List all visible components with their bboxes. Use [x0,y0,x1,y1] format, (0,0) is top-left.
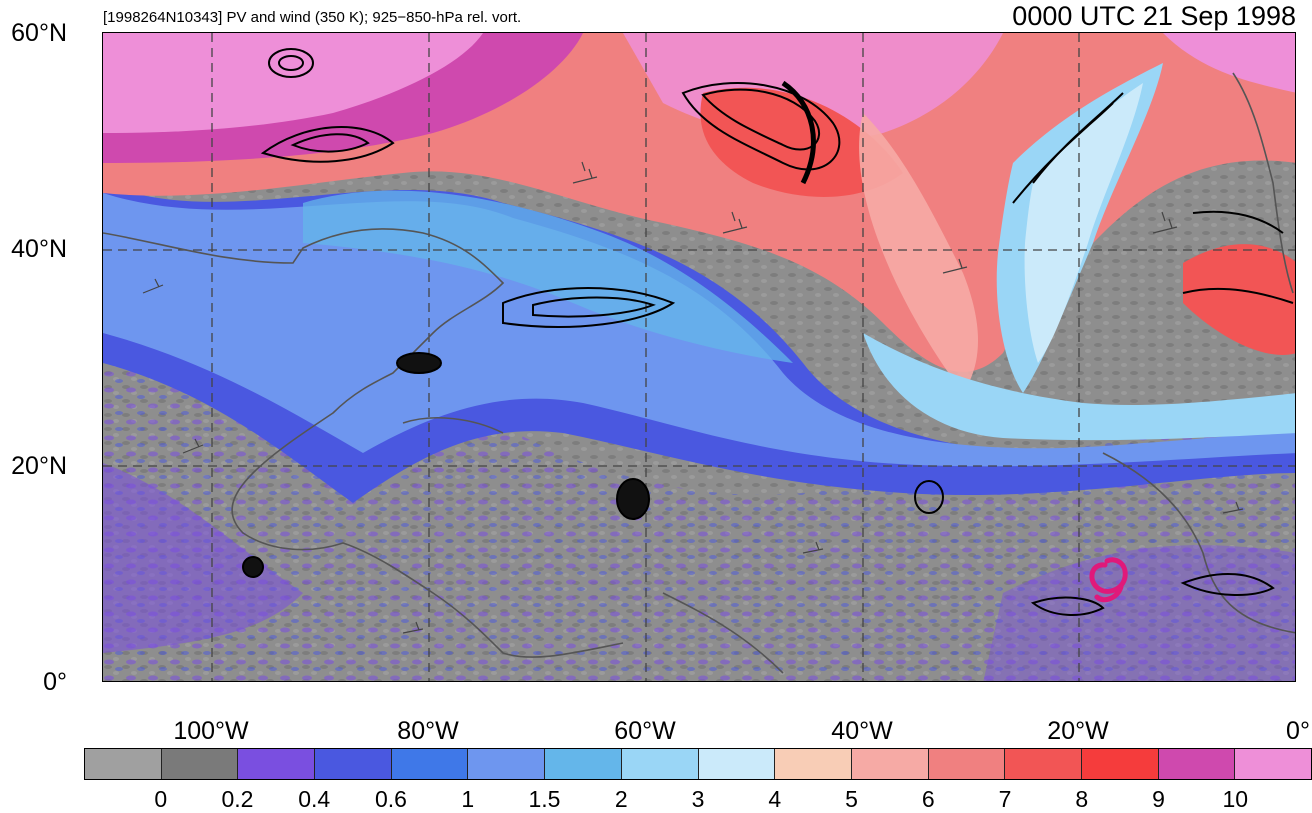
pv-band-purple-se [983,545,1295,681]
colorbar-cell [698,749,776,779]
colorbar-cell [1081,749,1159,779]
wind-barb [802,541,824,554]
wind-barb [1222,501,1244,514]
plot-title-right: 0000 UTC 21 Sep 1998 [1012,1,1296,31]
colorbar-cell [161,749,239,779]
coastline-south-america [662,592,784,674]
colorbar-tick-label: 5 [845,786,858,812]
colorbar-tick-label: 1 [461,786,475,812]
colorbar-tick-label: 0.2 [221,786,254,812]
vort-contour-thick [781,80,816,185]
vort-max-pacific [242,556,264,578]
coastlines [103,72,1295,674]
map-canvas [103,33,1295,681]
vort-contour [1180,572,1275,596]
colorbar-cell [1005,749,1082,779]
colorbar-tick-label: 2 [614,786,628,812]
wind-barb [182,438,204,454]
vort-contour [532,296,656,318]
lat-label-60n: 60°N [11,19,67,47]
pv-max-east [1183,244,1295,355]
coastline-africa [1102,452,1295,634]
pv-band-purple-sw [103,463,303,653]
lon-label-20w: 20°W [1047,717,1109,745]
pv-max-northwest-core [103,33,483,133]
wind-barb [572,161,598,184]
lat-label-20n: 20°N [11,452,67,480]
coastline-europe [1232,72,1294,294]
colorbar-tick-label: 4 [768,786,782,812]
lon-label-60w: 60°W [614,717,676,745]
pv-band-salmon [859,113,978,393]
colorbar-cell [238,749,316,779]
vort-contour [268,48,314,78]
colorbar-tick-label: 10 [1222,786,1249,812]
colorbar-cell [468,749,546,779]
colorbar-tick-label: 0.4 [298,786,331,812]
colorbar-cell [851,749,929,779]
pv-wind-map [102,32,1296,682]
vort-contour [914,480,944,514]
lat-label-40n: 40°N [11,235,67,263]
colorbar-tick-label: 6 [921,786,935,812]
pv-max-northeast [1163,33,1295,93]
colorbar [84,748,1312,780]
coastline-north-america [103,228,624,658]
pv-band-pale-blue [863,333,1295,441]
colorbar-cell [775,749,852,779]
lon-label-0: 0° [1286,717,1310,745]
lon-label-40w: 40°W [831,717,893,745]
vort-contour [278,55,304,71]
hurricane-icon-swirl [1089,557,1128,603]
lat-label-0: 0° [43,668,67,696]
colorbar-cell [1158,749,1236,779]
vort-contour [502,287,676,328]
vort-max-gulf [396,352,442,374]
vort-contour [260,126,395,163]
colorbar-cell [315,749,392,779]
vort-contour [681,82,841,171]
vort-contour [701,88,821,151]
vort-contour [1182,287,1294,304]
hurricane-icon [1089,557,1128,603]
vort-max-tropical [616,478,650,520]
lon-label-100w: 100°W [173,717,249,745]
colorbar-tick-label: 1.5 [528,786,561,812]
colorbar-cell [391,749,469,779]
lon-label-80w: 80°W [397,717,459,745]
plot-title-left: [1998264N10343] PV and wind (350 K); 925… [103,9,522,26]
colorbar-cell [621,749,699,779]
wind-barb [942,258,968,274]
vort-contour [1192,210,1284,234]
vort-contour [290,133,370,153]
wind-barbs [142,161,1244,634]
vorticity-contours [242,48,1294,616]
colorbar-cell [545,749,622,779]
colorbar-cell [928,749,1006,779]
colorbar-tick-label: 3 [691,786,705,812]
vort-contour [1012,102,1114,204]
colorbar-tick-label: 0 [154,786,168,812]
wind-barb [722,211,748,234]
pv-max-north-red [700,87,903,197]
colorbar-cell [1235,749,1311,779]
wind-barb [142,278,164,294]
colorbar-tick-label: 9 [1152,786,1165,812]
coastline-cuba [402,417,504,434]
wind-barb [402,621,424,634]
pv-streamer-east-core [1024,83,1143,363]
wind-barb [1152,211,1178,234]
colorbar-cell [85,749,162,779]
colorbar-tick-label: 0.6 [375,786,407,812]
colorbar-tick-label: 8 [1075,786,1089,812]
colorbar-tick-label: 7 [998,786,1012,812]
vort-contour [1030,596,1105,616]
